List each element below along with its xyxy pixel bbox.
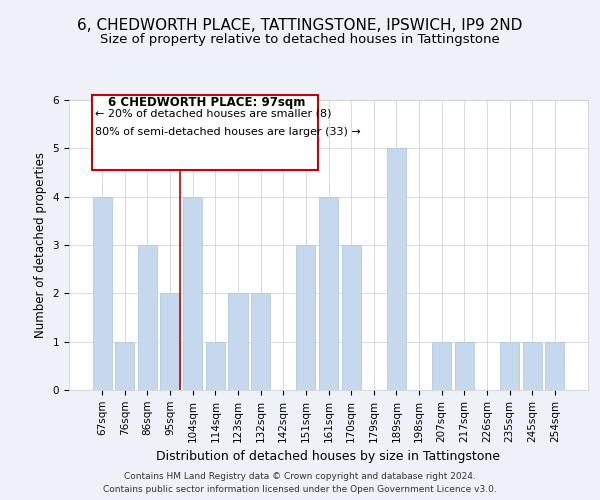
Text: Contains HM Land Registry data © Crown copyright and database right 2024.: Contains HM Land Registry data © Crown c… (124, 472, 476, 481)
Text: 6 CHEDWORTH PLACE: 97sqm: 6 CHEDWORTH PLACE: 97sqm (107, 96, 305, 109)
Bar (523, 342, 542, 390)
Bar (319, 196, 338, 390)
Bar (251, 294, 270, 390)
FancyBboxPatch shape (92, 95, 319, 170)
Bar (115, 342, 134, 390)
X-axis label: Distribution of detached houses by size in Tattingstone: Distribution of detached houses by size … (157, 450, 500, 463)
Bar (432, 342, 451, 390)
Text: ← 20% of detached houses are smaller (8): ← 20% of detached houses are smaller (8) (95, 108, 332, 118)
Bar (229, 294, 248, 390)
Bar (160, 294, 180, 390)
Text: Contains public sector information licensed under the Open Government Licence v3: Contains public sector information licen… (103, 485, 497, 494)
Bar (455, 342, 474, 390)
Text: Size of property relative to detached houses in Tattingstone: Size of property relative to detached ho… (100, 32, 500, 46)
Bar (206, 342, 225, 390)
Bar (341, 245, 361, 390)
Text: 6, CHEDWORTH PLACE, TATTINGSTONE, IPSWICH, IP9 2ND: 6, CHEDWORTH PLACE, TATTINGSTONE, IPSWIC… (77, 18, 523, 32)
Bar (183, 196, 202, 390)
Bar (92, 196, 112, 390)
Bar (500, 342, 519, 390)
Bar (138, 245, 157, 390)
Bar (545, 342, 565, 390)
Text: 80% of semi-detached houses are larger (33) →: 80% of semi-detached houses are larger (… (95, 126, 361, 136)
Y-axis label: Number of detached properties: Number of detached properties (34, 152, 47, 338)
Bar (387, 148, 406, 390)
Bar (296, 245, 316, 390)
